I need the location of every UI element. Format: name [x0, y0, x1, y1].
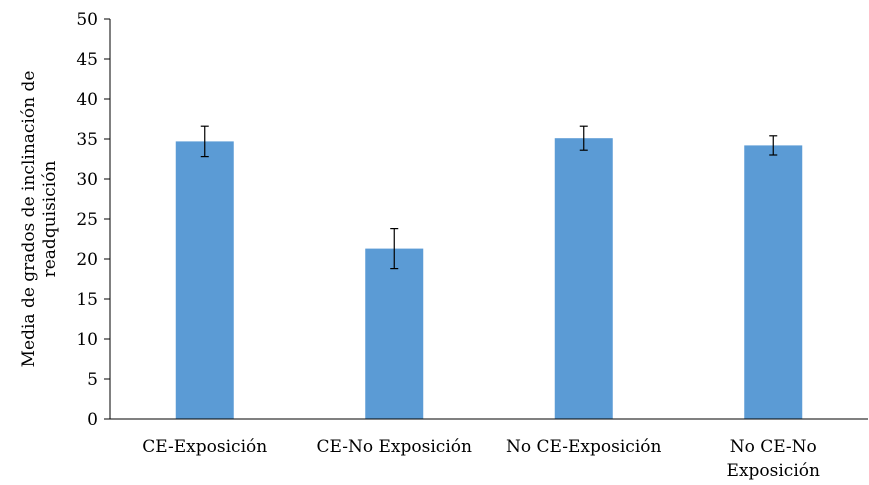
bars: [175, 138, 803, 419]
y-tick-label: 5: [87, 370, 98, 390]
y-tick-label: 30: [76, 170, 98, 190]
x-category-label-line: No CE-No: [730, 437, 817, 457]
y-tick-label: 35: [76, 130, 98, 150]
x-category-label: CE-No Exposición: [317, 437, 472, 457]
y-axis: 0 5 10 15 20 25 30 35 40 45 50: [76, 10, 110, 430]
error-bar-2: [390, 228, 399, 270]
y-tick-label: 0: [87, 410, 98, 430]
x-category-label-line: CE-Exposición: [142, 437, 267, 457]
y-axis-label-line: Media de grados de inclinación de: [19, 71, 39, 368]
error-bar-3: [579, 125, 588, 151]
bar-2: [365, 248, 424, 419]
x-category-label: No CE-No Exposición: [727, 437, 820, 481]
y-tick-label: 50: [76, 10, 98, 30]
y-tick-label: 25: [76, 210, 98, 230]
bar-3: [554, 138, 613, 419]
y-tick-label: 20: [76, 250, 98, 270]
y-tick-label: 40: [76, 90, 98, 110]
y-tick-label: 45: [76, 50, 98, 70]
x-axis: CE-Exposición CE-No Exposición No CE-Expos…: [142, 437, 820, 481]
error-bar-1: [200, 125, 209, 158]
y-tick-label: 10: [76, 330, 98, 350]
bar-4: [744, 145, 803, 419]
y-axis-label: Media de grados de inclinación dereadqui…: [19, 71, 60, 368]
y-tick-label: 15: [76, 290, 98, 310]
x-category-label-line: CE-No Exposición: [317, 437, 472, 457]
y-axis-label-line: readquisición: [40, 161, 60, 278]
x-category-label-line: Exposición: [727, 461, 820, 481]
x-category-label: No CE-Exposición: [506, 437, 661, 457]
bar-1: [175, 141, 234, 419]
x-category-label: CE-Exposición: [142, 437, 267, 457]
y-axis-title: Media de grados de inclinación dereadqui…: [19, 71, 60, 368]
axes: [109, 19, 868, 420]
x-category-label-line: No CE-Exposición: [506, 437, 661, 457]
error-bars: [200, 125, 778, 270]
error-bar-4: [769, 135, 778, 156]
